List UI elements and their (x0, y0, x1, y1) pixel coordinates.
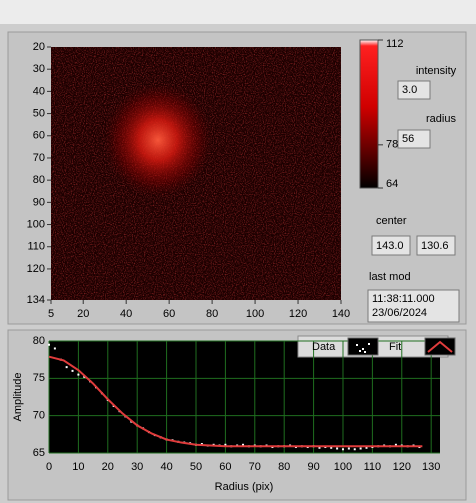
data-point (48, 343, 50, 346)
x-tick-label: 30 (131, 461, 143, 473)
x-tick-label: 5 (48, 308, 54, 320)
data-point (53, 347, 56, 350)
colorbar-tick-label: 78 (386, 139, 398, 151)
x-tick-label: 60 (163, 308, 175, 320)
colorbar-tick-label: 64 (386, 178, 398, 190)
data-point (394, 443, 397, 446)
x-tick-label: 10 (72, 461, 84, 473)
y-tick-label: 50 (33, 107, 45, 119)
colorbar-tick-label: 112 (386, 38, 404, 50)
y-tick-label: 80 (33, 335, 45, 347)
data-point (330, 446, 333, 449)
x-tick-label: 130 (422, 461, 440, 473)
legend-swatch (424, 337, 456, 356)
data-point (71, 369, 74, 372)
data-point (65, 366, 68, 369)
legend-dot (368, 343, 370, 345)
legend-dot (356, 344, 358, 346)
heatmap-spot (103, 82, 213, 198)
y-tick-label: 70 (33, 152, 45, 164)
x-tick-label: 60 (219, 461, 231, 473)
control-label: intensity (416, 65, 457, 77)
data-point (341, 448, 344, 451)
indicator-box (397, 80, 431, 100)
x-tick-label: 80 (206, 308, 218, 320)
x-tick-label: 110 (364, 461, 382, 473)
x-tick-label: 120 (289, 308, 307, 320)
x-tick-label: 20 (77, 308, 89, 320)
legend-swatch (347, 337, 379, 356)
legend-label: Fit (389, 341, 401, 353)
x-tick-label: 40 (120, 308, 132, 320)
y-tick-label: 75 (33, 372, 45, 384)
y-axis-label: Amplitude (12, 373, 24, 422)
x-tick-label: 120 (393, 461, 411, 473)
legend-dot (364, 351, 366, 353)
data-point (353, 448, 356, 451)
x-axis-label: Radius (pix) (215, 481, 274, 493)
data-point (318, 446, 321, 449)
legend-line (427, 340, 453, 353)
data-point (365, 446, 368, 449)
y-tick-label: 120 (27, 263, 45, 275)
indicator-value: 143.0 (376, 240, 404, 252)
control-label: last mod (369, 271, 411, 283)
data-point (347, 447, 350, 450)
y-tick-label: 60 (33, 130, 45, 142)
x-tick-label: 50 (190, 461, 202, 473)
x-tick-label: 40 (160, 461, 172, 473)
data-point (77, 373, 80, 376)
legend-dot (359, 350, 361, 352)
x-tick-label: 80 (278, 461, 290, 473)
x-tick-label: 100 (334, 461, 352, 473)
y-tick-label: 40 (33, 85, 45, 97)
control-label: radius (426, 113, 456, 125)
indicator-value: 130.6 (421, 240, 449, 252)
data-point (336, 447, 339, 450)
y-tick-label: 70 (33, 410, 45, 422)
legend-dot (362, 348, 364, 350)
indicator-box (397, 129, 431, 149)
x-tick-label: 20 (102, 461, 114, 473)
y-tick-label: 80 (33, 174, 45, 186)
control-label: center (376, 215, 407, 227)
colorbar (359, 39, 379, 189)
indicator-value: 23/06/2024 (372, 307, 427, 319)
x-tick-label: 0 (46, 461, 52, 473)
fit-line (48, 355, 423, 448)
indicator-value: 11:38:11.000 (372, 293, 435, 305)
indicator-value: 3.0 (402, 84, 417, 96)
x-tick-label: 70 (249, 461, 261, 473)
plot-area (49, 341, 440, 453)
data-point (224, 443, 227, 446)
x-tick-label: 90 (307, 461, 319, 473)
legend-label: Data (312, 341, 336, 353)
indicator-box (416, 235, 456, 256)
data-point (359, 447, 362, 450)
indicator-box (371, 235, 411, 256)
y-tick-label: 20 (33, 41, 45, 53)
title-strip (0, 0, 476, 24)
y-tick-label: 90 (33, 196, 45, 208)
indicator-value: 56 (402, 133, 414, 145)
indicator-box (367, 289, 460, 323)
y-tick-label: 134 (27, 294, 45, 306)
y-tick-label: 100 (27, 218, 45, 230)
data-point (242, 443, 245, 446)
y-tick-label: 65 (33, 447, 45, 459)
x-tick-label: 140 (332, 308, 350, 320)
y-tick-label: 30 (33, 63, 45, 75)
data-point (200, 443, 203, 446)
x-tick-label: 100 (246, 308, 264, 320)
y-tick-label: 110 (27, 241, 45, 253)
